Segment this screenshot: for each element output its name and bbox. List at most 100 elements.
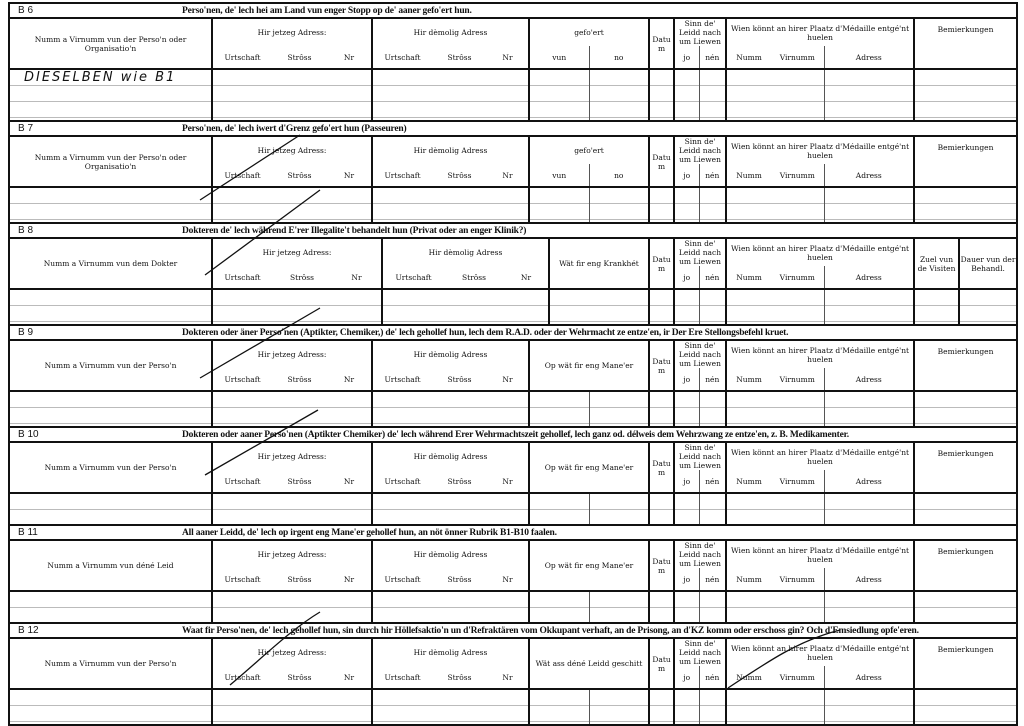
entry-field[interactable] — [698, 289, 726, 324]
entry-field[interactable] — [528, 69, 589, 120]
entry-field[interactable] — [588, 591, 649, 622]
entry-field[interactable] — [487, 689, 529, 724]
entry-field[interactable] — [371, 493, 432, 524]
entry-field[interactable] — [432, 391, 487, 426]
name-entry-field[interactable]: DIESELBEN wie B1 — [10, 69, 212, 120]
entry-field[interactable] — [725, 591, 771, 622]
entry-field[interactable] — [725, 187, 772, 222]
entry-field[interactable] — [648, 69, 675, 120]
entry-field[interactable] — [432, 69, 487, 120]
name-entry-field[interactable] — [10, 689, 212, 724]
entry-field[interactable] — [588, 391, 649, 426]
entry-field[interactable] — [211, 391, 272, 426]
entry-field[interactable] — [272, 187, 327, 222]
entry-field[interactable] — [432, 187, 487, 222]
entry-field[interactable] — [913, 493, 1017, 524]
entry-field[interactable] — [272, 591, 327, 622]
entry-field[interactable] — [211, 187, 272, 222]
entry-field[interactable] — [673, 391, 699, 426]
entry-field[interactable] — [272, 493, 327, 524]
entry-field[interactable] — [673, 591, 699, 622]
entry-field[interactable] — [698, 591, 726, 622]
entry-field[interactable] — [487, 493, 529, 524]
entry-field[interactable] — [548, 289, 649, 324]
entry-field[interactable] — [673, 493, 699, 524]
entry-field[interactable] — [698, 689, 727, 724]
entry-field[interactable] — [528, 689, 589, 724]
entry-field[interactable] — [823, 591, 915, 622]
name-entry-field[interactable] — [10, 187, 212, 222]
entry-field[interactable] — [823, 187, 915, 222]
entry-field[interactable] — [771, 187, 825, 222]
entry-field[interactable] — [211, 689, 272, 724]
entry-field[interactable] — [528, 493, 589, 524]
entry-field[interactable] — [823, 689, 915, 724]
entry-field[interactable] — [211, 289, 272, 324]
entry-field[interactable] — [432, 591, 487, 622]
entry-field[interactable] — [771, 391, 824, 426]
entry-field[interactable] — [698, 187, 727, 222]
entry-field[interactable] — [327, 591, 372, 622]
name-entry-field[interactable] — [10, 591, 212, 622]
entry-field[interactable] — [725, 493, 771, 524]
entry-field[interactable] — [327, 493, 372, 524]
entry-field[interactable] — [371, 391, 432, 426]
entry-field[interactable] — [913, 289, 960, 324]
entry-field[interactable] — [371, 591, 432, 622]
entry-field[interactable] — [698, 493, 726, 524]
entry-field[interactable] — [487, 69, 529, 120]
entry-field[interactable] — [332, 289, 382, 324]
entry-field[interactable] — [648, 391, 674, 426]
entry-field[interactable] — [272, 289, 332, 324]
entry-field[interactable] — [371, 69, 432, 120]
entry-field[interactable] — [648, 493, 674, 524]
entry-field[interactable] — [528, 187, 589, 222]
entry-field[interactable] — [327, 689, 372, 724]
entry-field[interactable] — [528, 391, 589, 426]
name-entry-field[interactable] — [10, 289, 212, 324]
entry-field[interactable] — [913, 69, 1017, 120]
entry-field[interactable] — [725, 69, 772, 120]
entry-field[interactable] — [528, 591, 589, 622]
name-entry-field[interactable] — [10, 493, 212, 524]
entry-field[interactable] — [823, 391, 915, 426]
entry-field[interactable] — [648, 689, 675, 724]
entry-field[interactable] — [432, 689, 487, 724]
entry-field[interactable] — [673, 289, 699, 324]
entry-field[interactable] — [588, 187, 650, 222]
entry-field[interactable] — [913, 689, 1017, 724]
entry-field[interactable] — [823, 289, 915, 324]
entry-field[interactable] — [648, 289, 674, 324]
entry-field[interactable] — [673, 69, 700, 120]
entry-field[interactable] — [381, 289, 444, 324]
entry-field[interactable] — [771, 289, 824, 324]
entry-field[interactable] — [327, 391, 372, 426]
entry-field[interactable] — [648, 187, 675, 222]
entry-field[interactable] — [725, 689, 772, 724]
entry-field[interactable] — [504, 289, 549, 324]
entry-field[interactable] — [588, 69, 650, 120]
entry-field[interactable] — [673, 187, 700, 222]
entry-field[interactable] — [487, 391, 529, 426]
entry-field[interactable] — [913, 591, 1017, 622]
entry-field[interactable] — [272, 689, 327, 724]
entry-field[interactable] — [725, 289, 771, 324]
entry-field[interactable] — [698, 69, 727, 120]
entry-field[interactable] — [913, 391, 1017, 426]
name-entry-field[interactable] — [10, 391, 212, 426]
entry-field[interactable] — [725, 391, 771, 426]
entry-field[interactable] — [272, 391, 327, 426]
entry-field[interactable] — [211, 591, 272, 622]
entry-field[interactable] — [771, 493, 824, 524]
entry-field[interactable] — [823, 69, 915, 120]
entry-field[interactable] — [698, 391, 726, 426]
entry-field[interactable] — [771, 591, 824, 622]
entry-field[interactable] — [823, 493, 915, 524]
entry-field[interactable] — [371, 689, 432, 724]
entry-field[interactable] — [588, 493, 649, 524]
entry-field[interactable] — [327, 187, 372, 222]
entry-field[interactable] — [211, 69, 272, 120]
entry-field[interactable] — [487, 187, 529, 222]
entry-field[interactable] — [211, 493, 272, 524]
entry-field[interactable] — [913, 187, 1017, 222]
